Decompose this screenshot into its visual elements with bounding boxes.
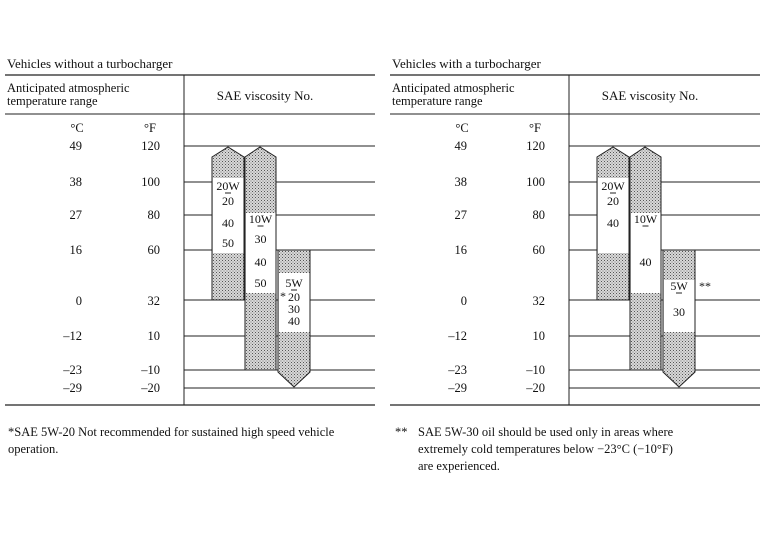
temp-fahrenheit: 120 — [141, 139, 160, 153]
temp-fahrenheit: 80 — [533, 208, 546, 222]
temp-fahrenheit: 32 — [148, 294, 161, 308]
bar-grade-label: 20W — [601, 179, 625, 193]
bar-viscosity-label: 20 — [288, 290, 300, 304]
temp-fahrenheit: –10 — [525, 363, 545, 377]
footnote-left: *SAE 5W-20 Not recommended for sustained… — [8, 424, 383, 458]
temp-fahrenheit: 100 — [141, 175, 160, 189]
bar-viscosity-label: 40 — [607, 216, 619, 230]
temp-fahrenheit: 120 — [526, 139, 545, 153]
bar-viscosity-label: 30 — [288, 302, 300, 316]
temp-celsius: 27 — [455, 208, 468, 222]
chart-without-turbocharger: Vehicles without a turbocharger Anticipat… — [5, 56, 375, 406]
temp-celsius: 0 — [461, 294, 467, 308]
unit-fahrenheit: °F — [529, 121, 541, 135]
temp-fahrenheit: –20 — [525, 381, 545, 395]
bar-recommended-band — [664, 280, 695, 332]
header-viscosity: SAE viscosity No. — [217, 88, 313, 103]
temp-celsius: 38 — [455, 175, 468, 189]
bar-recommended-band — [213, 178, 244, 253]
bar-grade-label: 5W — [285, 276, 303, 290]
temp-celsius: 16 — [455, 243, 468, 257]
temp-celsius: 49 — [70, 139, 83, 153]
temp-fahrenheit: 10 — [533, 329, 546, 343]
bar-recommended-band — [279, 273, 310, 332]
panel-title: Vehicles without a turbocharger — [7, 56, 173, 71]
temp-fahrenheit: 100 — [526, 175, 545, 189]
header-temperature: Anticipated atmospheric — [7, 81, 130, 95]
footnote-right-line: are experienced. — [418, 459, 500, 473]
bar-grade-label: 5W — [670, 279, 688, 293]
temp-fahrenheit: 60 — [533, 243, 546, 257]
bar-viscosity-label: 40 — [640, 255, 652, 269]
chart-with-turbocharger: Vehicles with a turbocharger Anticipated … — [390, 56, 760, 406]
temp-celsius: –23 — [447, 363, 467, 377]
temp-fahrenheit: 60 — [148, 243, 161, 257]
bar-viscosity-label: 50 — [222, 236, 234, 250]
footnote-right-line: extremely cold temperatures below −23°C … — [418, 442, 673, 456]
temp-celsius: –29 — [62, 381, 82, 395]
bar-viscosity-label: 40 — [288, 314, 300, 328]
footnote-right-line: SAE 5W-30 oil should be used only in are… — [418, 425, 674, 439]
temp-celsius: 38 — [70, 175, 83, 189]
bar-viscosity-label: 30 — [673, 305, 685, 319]
footnote-right: SAE 5W-30 oil should be used only in are… — [418, 424, 768, 475]
header-temperature: Anticipated atmospheric — [392, 81, 515, 95]
bar-viscosity-label: 40 — [255, 255, 267, 269]
temp-fahrenheit: 80 — [148, 208, 161, 222]
unit-fahrenheit: °F — [144, 121, 156, 135]
bar-grade-label: 10W — [634, 212, 658, 226]
temp-celsius: 27 — [70, 208, 83, 222]
footnote-right-mark: ** — [395, 425, 408, 439]
footnote-left-line: operation. — [8, 442, 59, 456]
unit-celsius: °C — [455, 121, 468, 135]
temp-celsius: –23 — [62, 363, 82, 377]
bar-viscosity-label: 50 — [255, 276, 267, 290]
header-temperature: temperature range — [7, 94, 98, 108]
bar-viscosity-label: 30 — [255, 232, 267, 246]
bar-viscosity-label: 20 — [222, 194, 234, 208]
bar-grade-label: 10W — [249, 212, 273, 226]
footnote-left-line: *SAE 5W-20 Not recommended for sustained… — [8, 425, 335, 439]
temp-fahrenheit: –10 — [140, 363, 160, 377]
temp-celsius: 16 — [70, 243, 83, 257]
temp-celsius: 0 — [76, 294, 82, 308]
header-viscosity: SAE viscosity No. — [602, 88, 698, 103]
temp-celsius: –12 — [62, 329, 82, 343]
temp-fahrenheit: –20 — [140, 381, 160, 395]
bar-viscosity-label: 40 — [222, 216, 234, 230]
temp-fahrenheit: 32 — [533, 294, 546, 308]
unit-celsius: °C — [70, 121, 83, 135]
footnote-mark: ** — [699, 279, 711, 293]
temp-celsius: –12 — [447, 329, 467, 343]
temp-fahrenheit: 10 — [148, 329, 161, 343]
bar-grade-label: 20W — [216, 179, 240, 193]
footnote-mark: * — [280, 289, 286, 303]
temp-celsius: –29 — [447, 381, 467, 395]
temp-celsius: 49 — [455, 139, 468, 153]
bar-viscosity-label: 20 — [607, 194, 619, 208]
bar-recommended-band — [598, 178, 629, 253]
panel-title: Vehicles with a turbocharger — [392, 56, 542, 71]
header-temperature: temperature range — [392, 94, 483, 108]
